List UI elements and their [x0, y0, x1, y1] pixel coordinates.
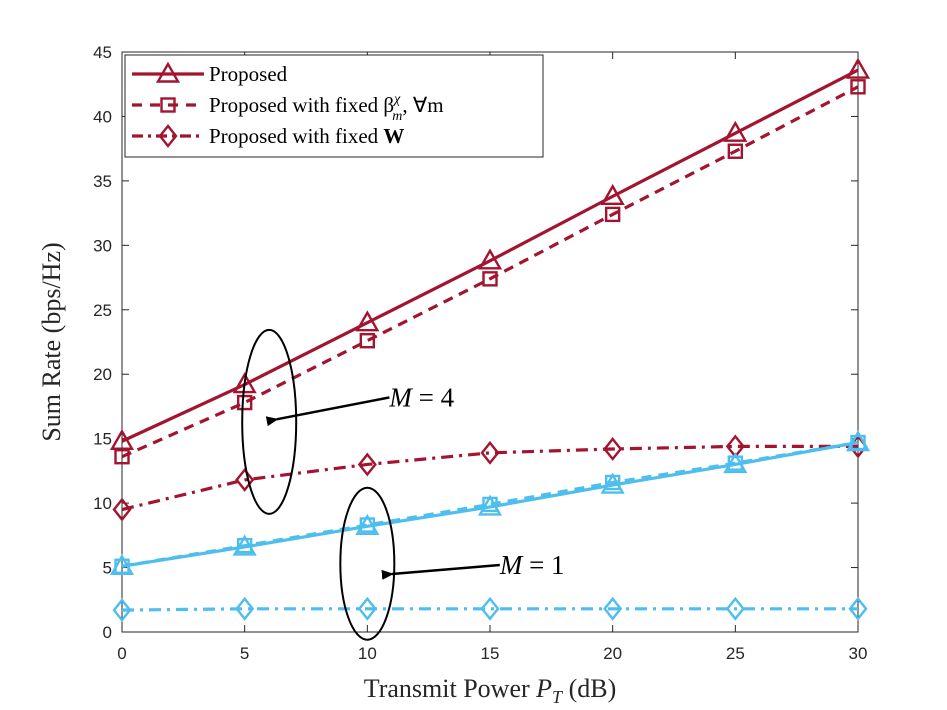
data-point: [727, 455, 744, 471]
legend-item: Proposed: [132, 61, 288, 86]
data-point: [723, 120, 748, 142]
data-point: [603, 437, 623, 461]
data-point: [480, 596, 500, 621]
x-tick-label: 20: [603, 644, 622, 663]
legend-item: Proposed with fixed W: [132, 124, 404, 148]
annotation-ellipse: [339, 486, 396, 641]
axis-ticks: 0 5 10 15 20 25 30 0 5 10 15 20 25 30 35 40 45: [93, 43, 867, 663]
legend-label: Proposed with fixed W: [209, 124, 404, 148]
data-point: [480, 440, 500, 465]
data-point: [604, 206, 621, 223]
x-tick-label: 15: [481, 644, 500, 663]
series-m1-diamond: [112, 596, 868, 623]
data-point: [850, 434, 866, 451]
data-point: [359, 517, 376, 533]
series-m1-square: [114, 434, 866, 574]
y-tick-label: 10: [93, 494, 112, 513]
data-point: [355, 310, 380, 332]
axis-labels: Transmit Power PT (dB) Sum Rate (bps/Hz): [37, 242, 616, 707]
data-point: [604, 474, 621, 491]
x-tick-label: 30: [849, 644, 868, 663]
data-point: [235, 596, 255, 621]
annotation-arrow: [265, 396, 390, 427]
data-point: [477, 494, 503, 516]
y-tick-label: 35: [93, 172, 112, 191]
legend-marker: [158, 124, 178, 148]
legend: Proposed Proposed with fixed βχ m, ∀mPropo…: [124, 54, 544, 158]
series-line: [121, 85, 859, 459]
data-point: [482, 271, 498, 287]
series-layer: [109, 57, 871, 623]
data-point: [109, 428, 135, 450]
legend-label: Proposed with fixed βχ m, ∀m: [209, 92, 444, 124]
y-tick-label: 0: [103, 623, 112, 642]
x-tick-label: 10: [358, 644, 377, 663]
x-tick-label: 5: [240, 644, 249, 663]
data-point: [232, 372, 257, 394]
series-line: [121, 444, 858, 512]
y-tick-label: 20: [93, 365, 112, 384]
annotation-ellipse: [241, 328, 298, 515]
data-point: [482, 496, 498, 513]
legend-marker: [160, 97, 176, 113]
x-tick-label: 0: [117, 644, 126, 663]
y-tick-label: 40: [93, 107, 112, 126]
data-point: [725, 596, 745, 621]
y-tick-label: 5: [103, 559, 112, 578]
legend-label: Proposed: [209, 62, 288, 86]
data-point: [850, 79, 866, 95]
data-point: [357, 596, 377, 621]
annotation-label: M = 1: [499, 550, 565, 580]
data-point: [112, 497, 132, 522]
data-point: [236, 537, 253, 554]
series-line: [121, 607, 858, 612]
data-point: [600, 472, 625, 494]
data-point: [236, 394, 253, 411]
x-axis-label: Transmit Power PT (dB): [364, 674, 616, 707]
y-tick-label: 15: [93, 430, 112, 449]
annotation-label: M = 4: [388, 382, 454, 412]
annotation-layer: M = 4 M = 1: [241, 328, 565, 641]
data-point: [600, 183, 625, 206]
data-point: [359, 333, 376, 349]
data-point: [727, 143, 744, 159]
series-m4-square: [114, 79, 866, 465]
data-point: [477, 248, 503, 270]
data-point: [114, 449, 130, 465]
series-line: [121, 440, 859, 568]
y-tick-label: 45: [93, 43, 112, 62]
annotation-m4: M = 4: [241, 328, 455, 515]
annotation-arrow: [381, 563, 500, 580]
data-point: [845, 57, 871, 79]
y-tick-label: 30: [93, 236, 112, 255]
y-tick-label: 25: [93, 301, 112, 320]
data-point: [235, 467, 255, 492]
annotation-m1: M = 1: [339, 486, 565, 641]
data-point: [603, 596, 623, 621]
data-point: [112, 598, 132, 623]
data-point: [114, 558, 130, 574]
legend-marker: [155, 61, 181, 83]
x-tick-label: 25: [726, 644, 745, 663]
data-point: [357, 452, 377, 477]
y-axis-label: Sum Rate (bps/Hz): [37, 242, 66, 441]
data-point: [848, 596, 868, 621]
legend-item: Proposed with fixed βχ m, ∀m: [132, 92, 444, 124]
